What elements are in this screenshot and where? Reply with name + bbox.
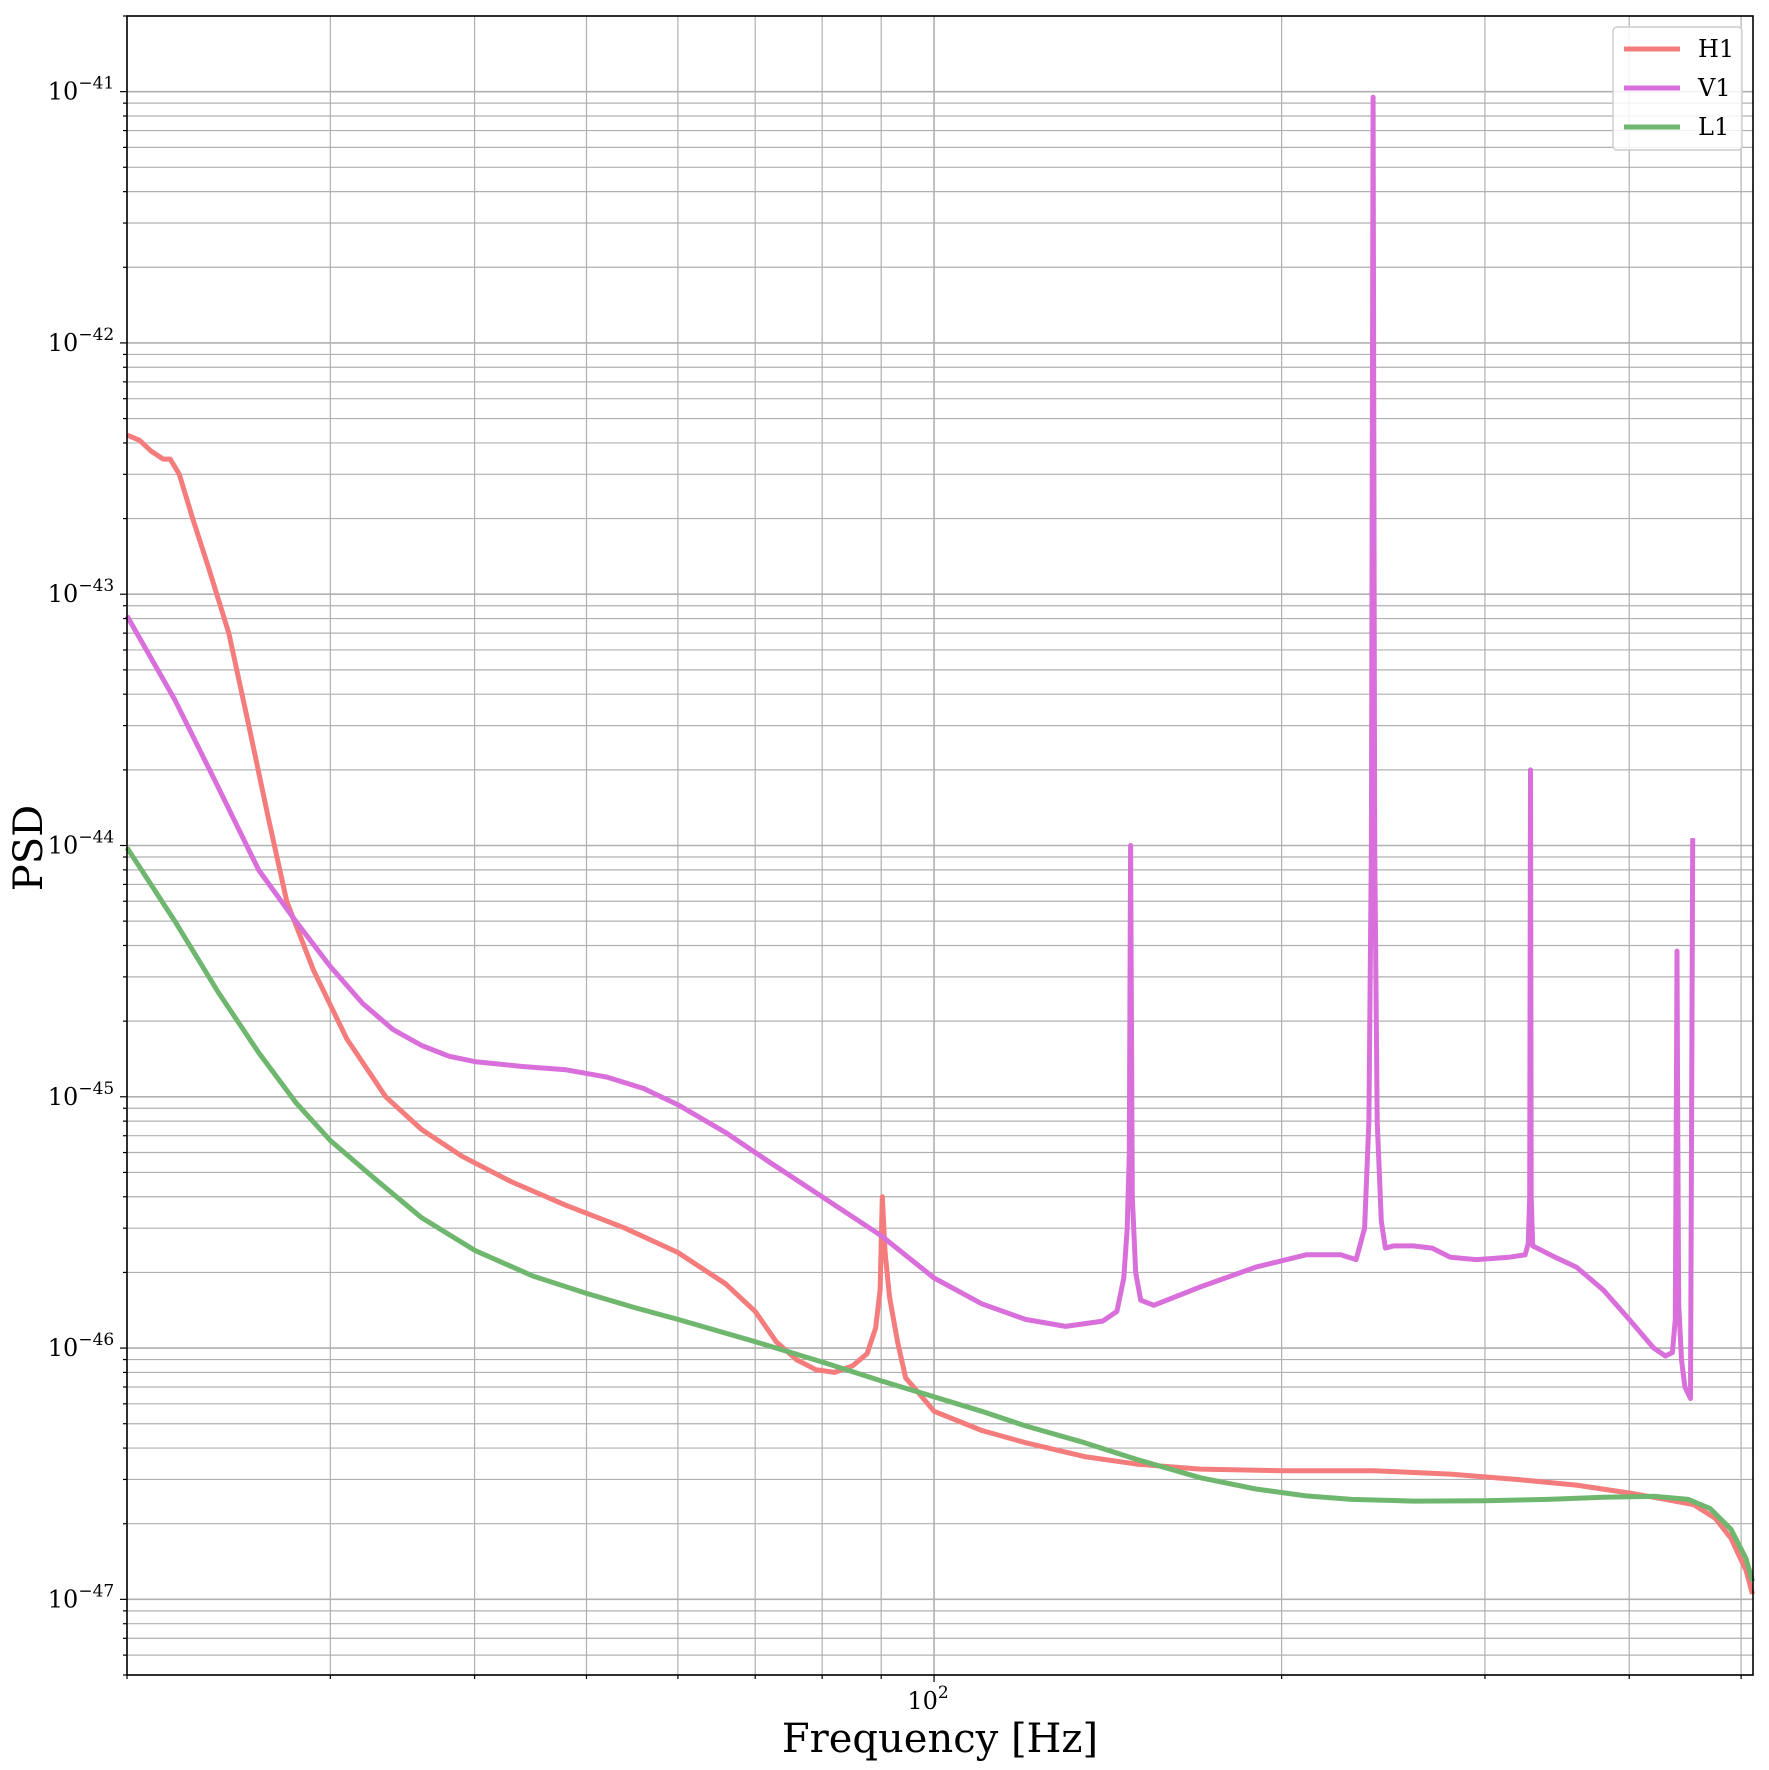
x-axis-ticks: 102: [126, 1675, 1742, 1715]
y-tick-label-exponent: −44: [78, 828, 114, 848]
x-tick-label: 102: [907, 1683, 948, 1715]
x-axis-label: Frequency [Hz]: [782, 1716, 1098, 1762]
y-tick-label: 10−46: [48, 1330, 114, 1362]
y-tick-label-base: 10: [48, 832, 79, 860]
y-tick-label-base: 10: [48, 580, 79, 608]
series-line-h1: [126, 432, 1755, 1595]
y-tick-label-base: 10: [48, 329, 79, 357]
y-tick-label: 10−41: [48, 74, 114, 106]
series-line-l1: [124, 846, 1755, 1582]
y-tick-label-exponent: −45: [78, 1079, 114, 1099]
y-tick-label-base: 10: [48, 1585, 79, 1613]
y-axis-label: PSD: [6, 805, 52, 891]
legend-label-l1: L1: [1698, 113, 1729, 141]
y-tick-label: 10−43: [48, 576, 114, 608]
y-tick-label-exponent: −46: [78, 1330, 114, 1350]
y-tick-label: 10−47: [48, 1581, 114, 1613]
series-layer: [124, 94, 1755, 1595]
legend-label-v1: V1: [1697, 74, 1731, 102]
y-tick-label-base: 10: [48, 1083, 79, 1111]
x-tick-label-base: 10: [907, 1687, 938, 1715]
y-tick-label-exponent: −43: [78, 576, 114, 596]
major-grid: [127, 16, 1753, 1675]
y-tick-label-exponent: −42: [78, 325, 114, 345]
legend-label-h1: H1: [1698, 35, 1734, 63]
y-tick-label-exponent: −47: [78, 1581, 114, 1601]
y-tick-label-base: 10: [48, 78, 79, 106]
y-tick-label: 10−42: [48, 325, 114, 357]
y-tick-label: 10−45: [48, 1079, 114, 1111]
legend: H1 V1 L1: [1612, 26, 1743, 151]
y-tick-label-base: 10: [48, 1334, 79, 1362]
y-tick-label: 10−44: [48, 828, 114, 860]
y-tick-label-exponent: −41: [78, 74, 114, 94]
series-line-v1: [124, 94, 1696, 1401]
x-tick-label-exponent: 2: [938, 1683, 949, 1703]
